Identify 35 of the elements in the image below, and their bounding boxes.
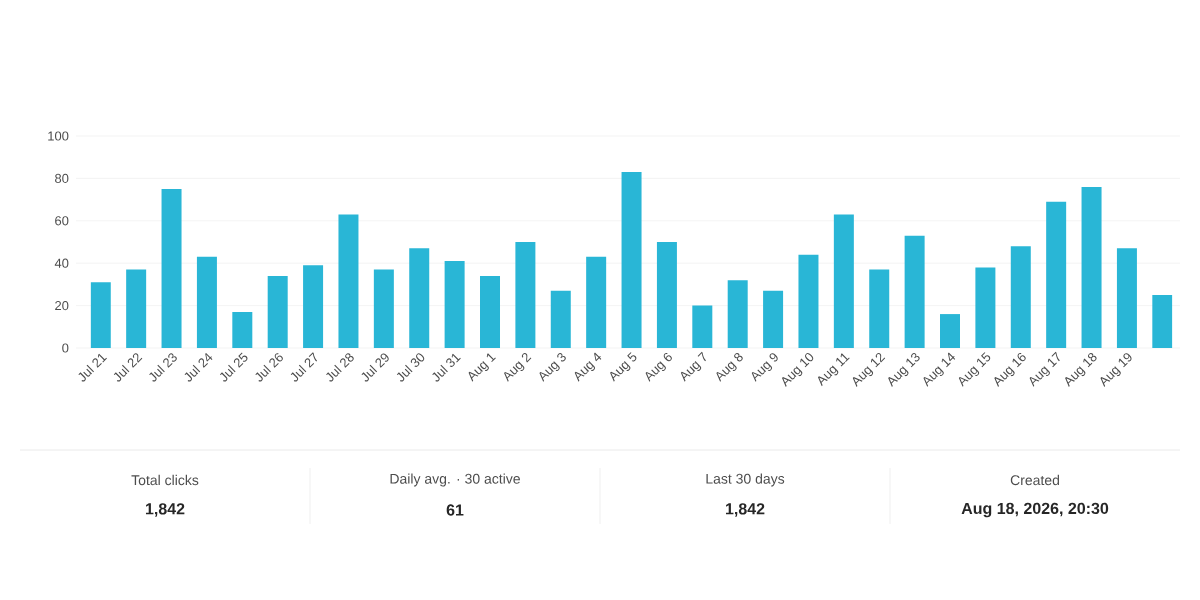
bar bbox=[1081, 186, 1102, 348]
bar bbox=[833, 214, 854, 348]
bar bbox=[586, 256, 607, 348]
bar bbox=[869, 269, 890, 348]
text: 1,842 bbox=[725, 503, 765, 517]
bar bbox=[196, 256, 217, 348]
bar bbox=[727, 280, 748, 348]
bar bbox=[126, 269, 147, 348]
bar bbox=[444, 261, 465, 348]
bar bbox=[550, 290, 571, 348]
bar bbox=[1152, 295, 1173, 348]
bar bbox=[480, 275, 501, 348]
bar bbox=[303, 265, 324, 348]
bar bbox=[373, 269, 394, 348]
bar bbox=[232, 311, 253, 348]
bar bbox=[798, 254, 819, 348]
bar bbox=[1010, 246, 1031, 348]
bar bbox=[267, 275, 288, 348]
bar bbox=[161, 188, 182, 348]
bar bbox=[763, 290, 784, 348]
text: 1,842 bbox=[145, 503, 185, 517]
bar bbox=[1046, 201, 1067, 348]
bar bbox=[692, 305, 713, 348]
bar bbox=[1116, 248, 1137, 348]
bar bbox=[515, 242, 536, 348]
bar bbox=[621, 172, 642, 348]
bar bbox=[904, 235, 925, 348]
bar bbox=[975, 267, 996, 348]
text: Aug 18, 2026, 20:30 bbox=[961, 502, 1109, 518]
bar bbox=[338, 214, 359, 348]
bar bbox=[409, 248, 430, 348]
bar bbox=[656, 242, 677, 348]
bar bbox=[90, 282, 111, 348]
bar bbox=[940, 314, 961, 348]
text: 61 bbox=[446, 504, 464, 516]
